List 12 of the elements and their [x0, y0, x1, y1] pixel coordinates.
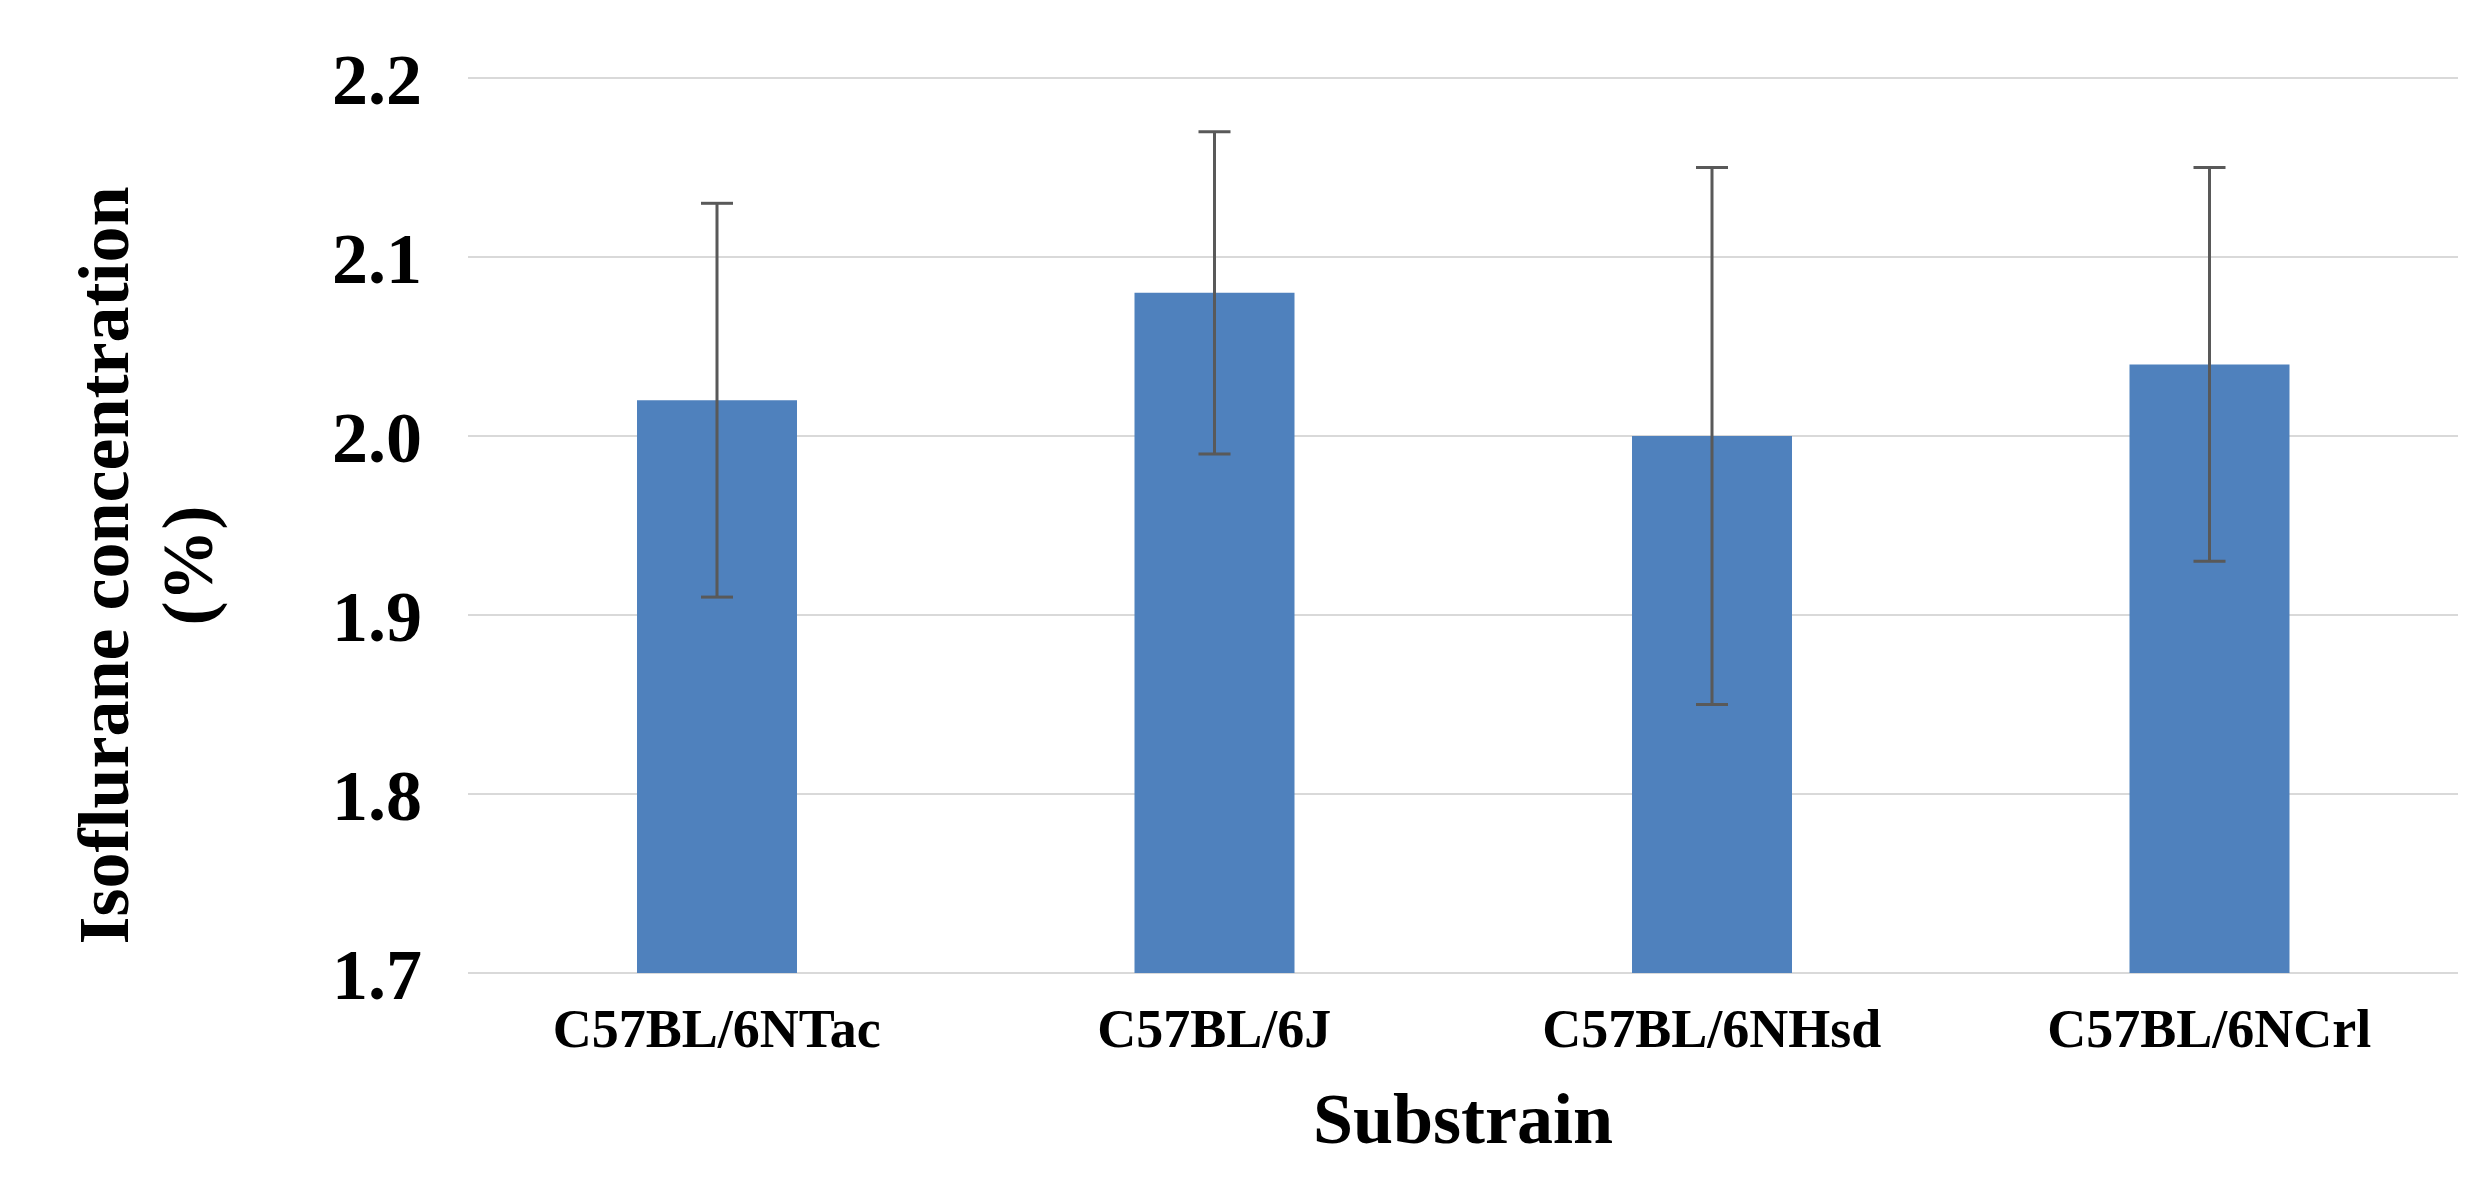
x-tick-label: C57BL/6NHsd	[1542, 999, 1882, 1060]
y-tick-label: 2.1	[332, 218, 422, 299]
y-tick-label: 1.7	[332, 934, 422, 1015]
x-tick-label: C57BL/6NCrl	[2047, 999, 2372, 1060]
x-axis-title: Substrain	[1312, 1079, 1614, 1159]
x-tick-label: C57BL/6J	[1097, 999, 1332, 1060]
y-tick-label: 2.2	[332, 39, 422, 120]
y-tick-label: 2.0	[332, 397, 422, 478]
y-axis-title: Isoflurane concentration (%)	[64, 186, 228, 945]
y-tick-label: 1.9	[332, 576, 422, 657]
y-tick-label: 1.8	[332, 755, 422, 836]
x-tick-label: C57BL/6NTac	[552, 999, 881, 1060]
